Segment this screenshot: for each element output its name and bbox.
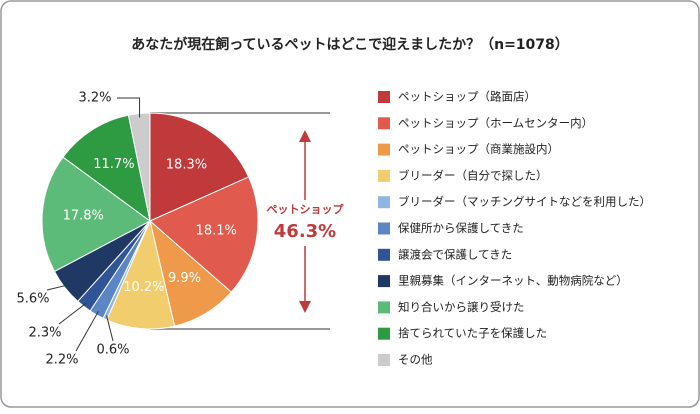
legend-swatch [378,275,390,288]
legend-label: その他 [398,353,433,367]
legend-swatch [378,354,390,366]
leader-line [46,284,69,291]
pie-slice [62,114,151,223]
annotation-value: 46.3% [274,221,336,242]
leader-line [75,311,99,352]
value-label: 18.3% [166,157,207,172]
value-label: 2.2% [45,353,78,368]
value-label: 5.6% [16,292,49,307]
annotation-text: ペットショップ [267,202,345,216]
leader-line [106,315,114,342]
legend-swatch [378,248,390,261]
pie-slice [41,156,151,273]
legend-label: ペットショップ（路面店） [398,90,536,104]
pie-slice [149,112,250,222]
pie-slice [149,176,259,293]
value-label: 18.1% [196,223,237,238]
value-label: 11.7% [93,157,134,172]
legend-swatch [378,169,390,182]
value-label: 0.6% [96,343,129,358]
legend-swatch [378,117,390,130]
legend-swatch [378,143,390,156]
value-label: 9.9% [168,271,201,286]
legend-swatch [378,91,390,103]
legend-label: ペットショップ（商業施設内） [398,142,559,156]
legend-swatch [378,327,390,340]
legend-label: ペットショップ（ホームセンター内） [398,116,593,130]
value-label: 17.8% [63,209,104,224]
leader-line [117,97,141,118]
legend-label: 譲渡会で保護してきた [398,247,512,261]
legend-label: 知り合いから譲り受けた [398,300,525,314]
leader-line [58,302,87,325]
legend-label: ブリーダー（自分で探した） [398,168,548,182]
chart-title: あなたが現在飼っているペットはどこで迎えましたか？（n=1078） [131,36,569,53]
legend-swatch [378,196,390,209]
value-label: 10.2% [123,280,164,295]
legend-label: 里親募集（インターネット、動物病院など） [398,274,628,288]
value-label: 3.2% [78,91,111,106]
legend-label: ブリーダー（マッチングサイトなどを利用した） [398,195,651,209]
legend-label: 捨てられていた子を保護した [398,326,547,340]
legend-swatch [378,222,390,235]
annotation-bg [262,200,348,246]
legend-label: 保健所から保護してきた [398,221,524,235]
legend-swatch [378,301,390,314]
value-label: 2.3% [28,326,61,341]
